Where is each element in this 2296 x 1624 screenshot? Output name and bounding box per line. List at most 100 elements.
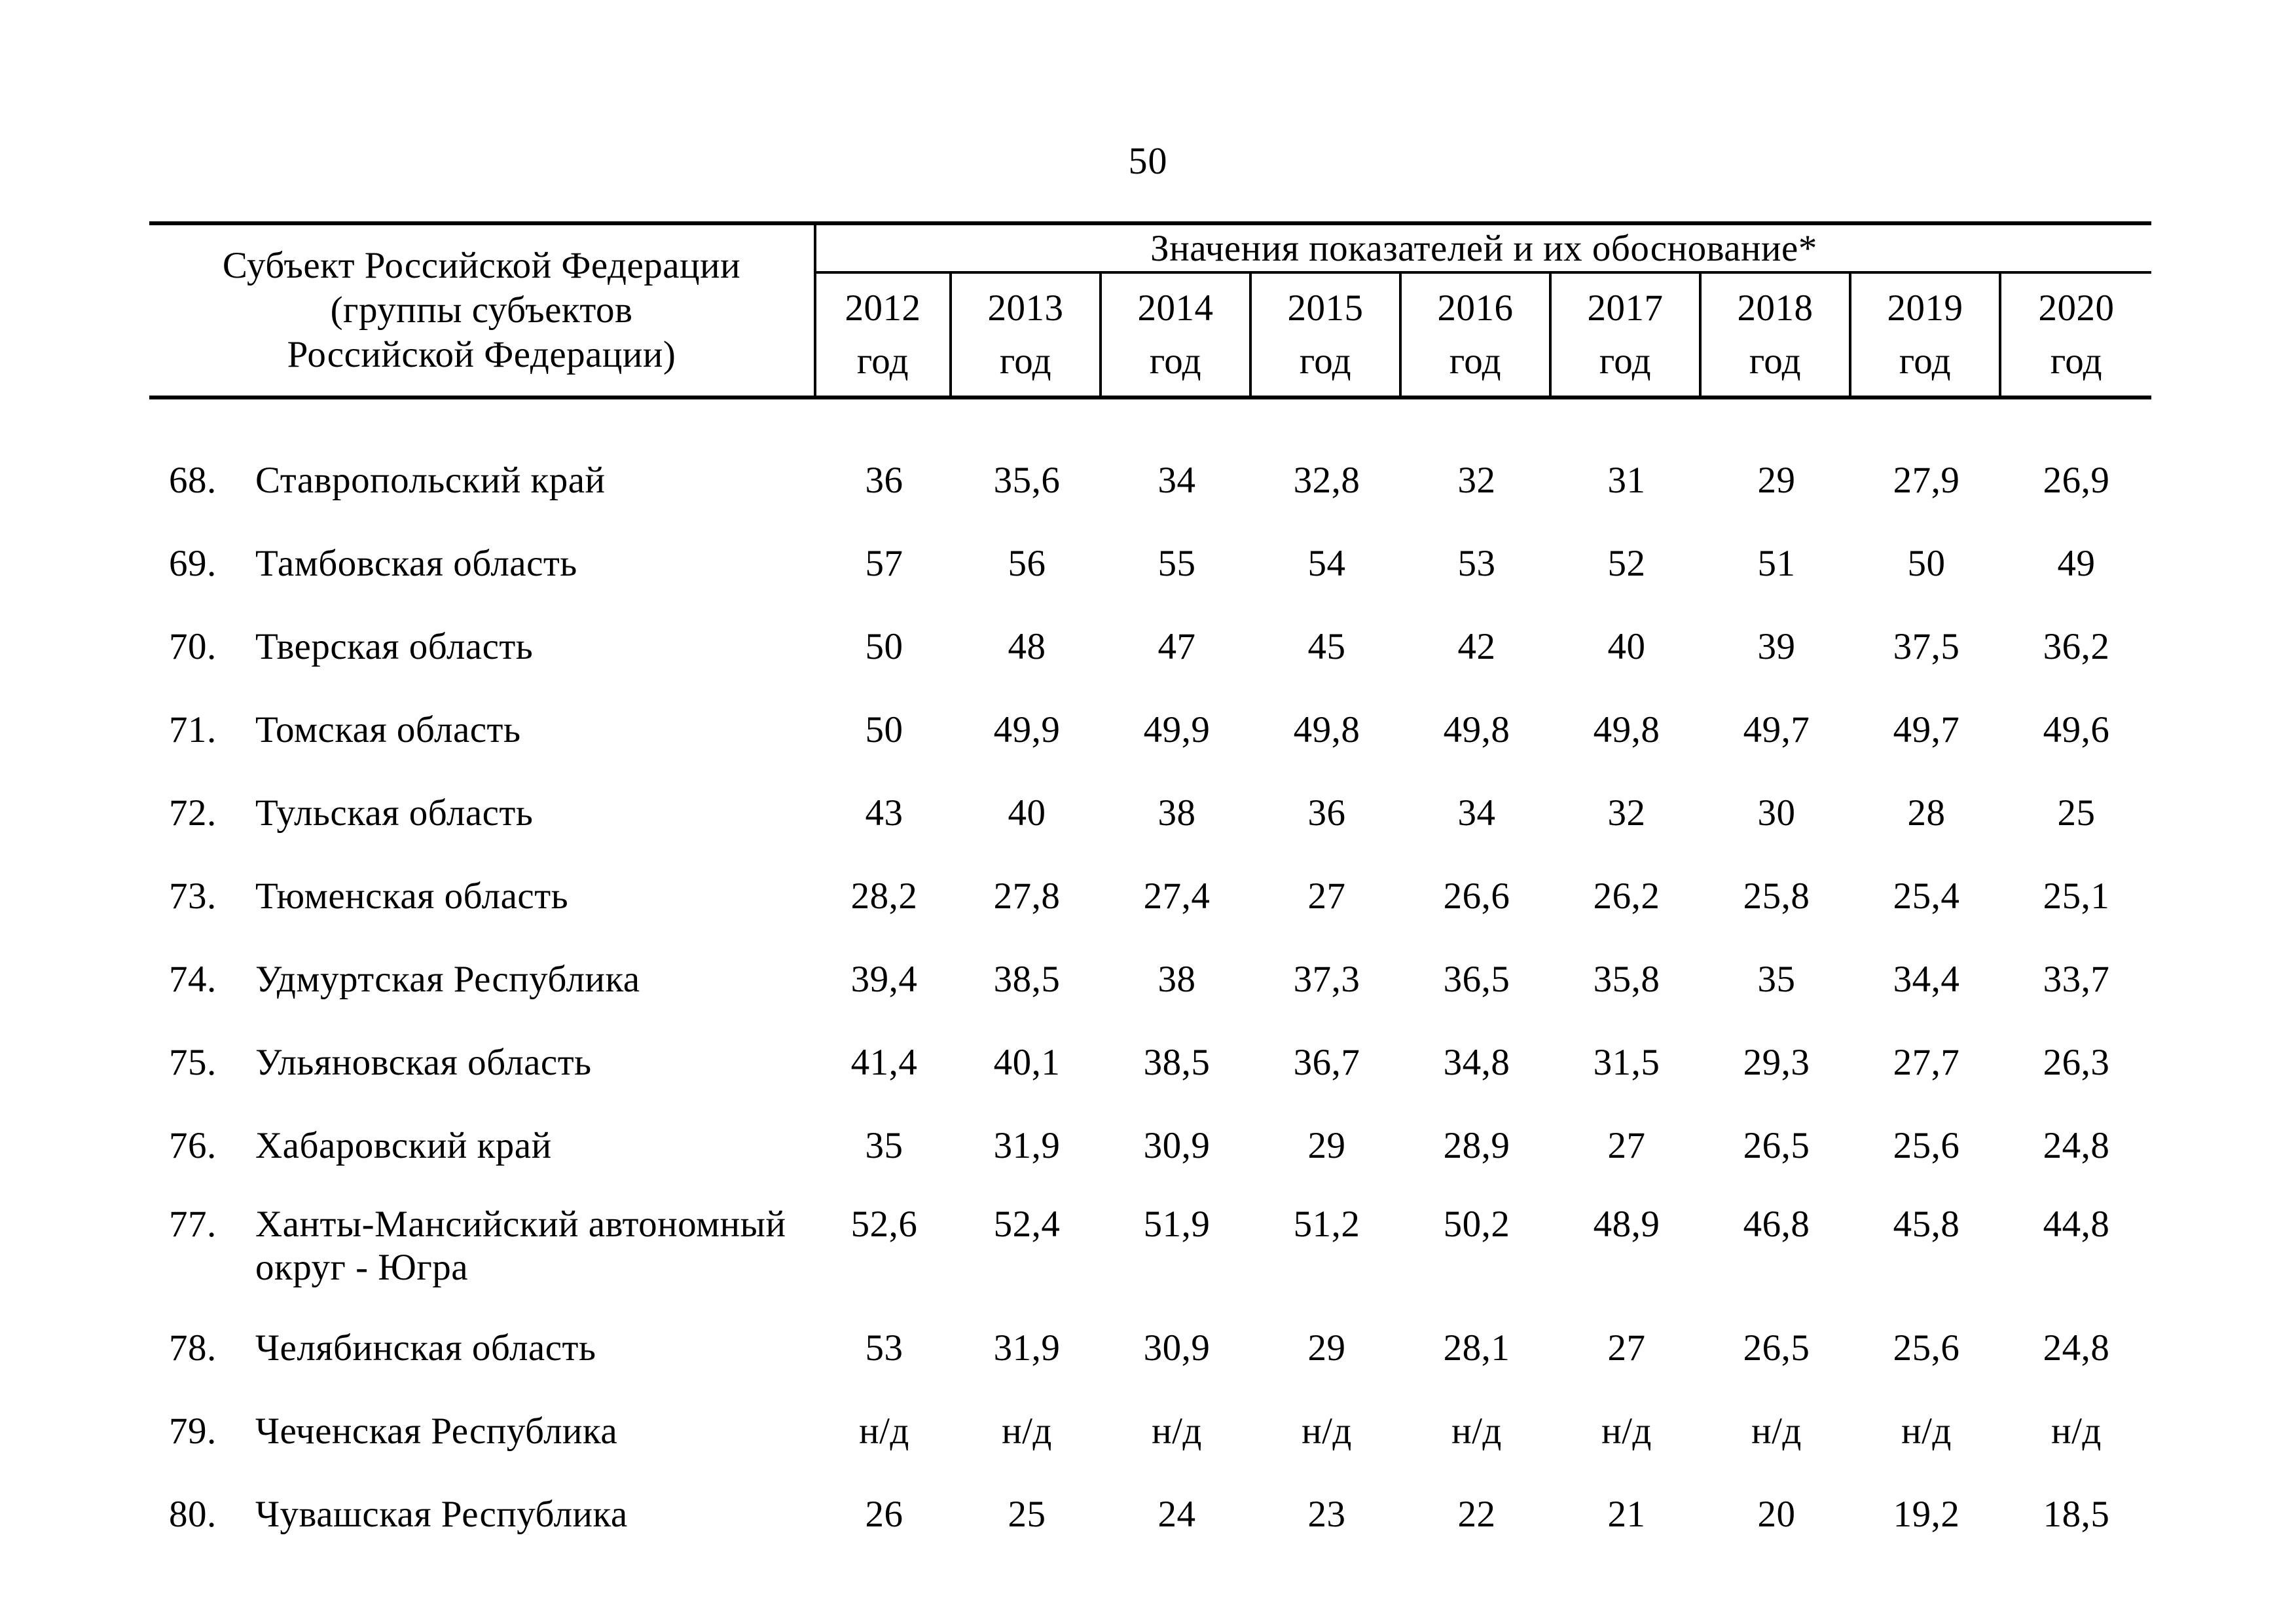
cell-value: н/д — [1751, 1411, 1802, 1452]
row-name: Ханты-Мансийский автономный округ - Югра — [255, 1204, 786, 1288]
cell-value: н/д — [1451, 1411, 1502, 1452]
cell-value: 54 — [1307, 543, 1346, 584]
year-header-cell: 2018 год — [1702, 274, 1851, 396]
cell-value: 49,8 — [1293, 709, 1360, 750]
cell-value: 49,8 — [1593, 709, 1660, 750]
cell-value: 49,8 — [1443, 709, 1510, 750]
cell-value: 50 — [865, 626, 903, 667]
cell-value: 38 — [1157, 792, 1196, 834]
row-name: Ульяновская область — [255, 1042, 592, 1083]
cell-value: 25,6 — [1893, 1125, 1960, 1166]
table-row: 70. Тверская область 50 48 47 45 42 40 39 37,5 36,… — [149, 605, 2151, 688]
table-row: 69. Тамбовская область 57 56 55 54 53 52 51 50 49 — [149, 522, 2151, 605]
subject-cell: 72. Тульская область — [149, 792, 816, 834]
cell-value: 57 — [865, 543, 903, 584]
cell-value: 31,5 — [1593, 1042, 1660, 1083]
page-number: 50 — [1128, 139, 1168, 182]
row-number: 74. — [169, 959, 217, 1000]
year-suffix: год — [1899, 341, 1952, 382]
year-header-cell: 2012 год — [816, 274, 952, 396]
cell-value: н/д — [859, 1411, 909, 1452]
row-number: 77. — [169, 1204, 217, 1245]
cell-value: 26,3 — [2043, 1042, 2110, 1083]
cell-value: 24 — [1157, 1494, 1196, 1535]
row-number: 69. — [169, 543, 217, 584]
cell-value: 29 — [1757, 460, 1796, 501]
row-name: Чувашская Республика — [255, 1494, 628, 1535]
cell-value: 34,8 — [1443, 1042, 1510, 1083]
cell-value: 49,7 — [1743, 709, 1810, 750]
cell-value: 27 — [1607, 1125, 1646, 1166]
cell-value: 49,9 — [1143, 709, 1211, 750]
subject-cell: 76. Хабаровский край — [149, 1124, 816, 1167]
cell-value: 25 — [1008, 1494, 1046, 1535]
cell-value: 25,4 — [1893, 876, 1960, 917]
cell-value: 30 — [1757, 792, 1796, 834]
cell-value: 51 — [1757, 543, 1796, 584]
cell-value: 49 — [2057, 543, 2096, 584]
cell-value: н/д — [2051, 1411, 2102, 1452]
row-name: Челябинская область — [255, 1327, 596, 1369]
cell-value: 35,8 — [1593, 959, 1660, 1000]
table-body: 68. Ставропольский край 36 35,6 34 32,8 32 31 29… — [149, 439, 2151, 1556]
subject-cell: 78. Челябинская область — [149, 1327, 816, 1369]
table-row: 79. Чеченская Республика н/д н/д н/д н/д н/д н/… — [149, 1390, 2151, 1473]
table-row: 75. Ульяновская область 41,4 40,1 38,5 36,7 34… — [149, 1021, 2151, 1104]
cell-value: 52 — [1607, 543, 1646, 584]
row-name: Удмуртская Республика — [255, 959, 640, 1000]
cell-value: 27 — [1607, 1327, 1646, 1369]
subject-cell: 77. Ханты-Мансийский автономный округ - Ю… — [149, 1203, 816, 1289]
cell-value: 53 — [865, 1327, 903, 1369]
row-number: 71. — [169, 709, 217, 750]
year-suffix: год — [1599, 341, 1652, 382]
cell-value: 24,8 — [2043, 1125, 2110, 1166]
cell-value: 28,2 — [850, 876, 918, 917]
year-header-cell: 2015 год — [1252, 274, 1402, 396]
cell-value: 27,7 — [1893, 1042, 1960, 1083]
row-name: Хабаровский край — [255, 1125, 552, 1166]
cell-value: н/д — [1152, 1411, 1202, 1452]
cell-value: н/д — [1901, 1411, 1952, 1452]
cell-value: 41,4 — [850, 1042, 918, 1083]
cell-value: 49,6 — [2043, 709, 2110, 750]
cell-value: 52,4 — [993, 1204, 1061, 1245]
cell-value: 40,1 — [993, 1042, 1061, 1083]
cell-value: 31,9 — [993, 1327, 1061, 1369]
cell-value: 50,2 — [1443, 1204, 1510, 1245]
row-name: Тульская область — [255, 792, 534, 834]
cell-value: 26,5 — [1743, 1125, 1810, 1166]
cell-value: 55 — [1157, 543, 1196, 584]
table-row: 78. Челябинская область 53 31,9 30,9 29 28,1 27… — [149, 1306, 2151, 1390]
row-name: Чеченская Республика — [255, 1411, 618, 1452]
subject-cell: 68. Ставропольский край — [149, 459, 816, 502]
year-header-cell: 2013 год — [952, 274, 1102, 396]
cell-value: н/д — [1601, 1411, 1652, 1452]
year-suffix: год — [2050, 341, 2103, 382]
cell-value: 44,8 — [2043, 1204, 2110, 1245]
year-suffix: год — [1449, 341, 1502, 382]
row-name: Ставропольский край — [255, 460, 606, 501]
subject-cell: 71. Томская область — [149, 709, 816, 751]
cell-value: 27 — [1307, 876, 1346, 917]
table-row: 72. Тульская область 43 40 38 36 34 32 30 28 25 — [149, 771, 2151, 855]
cell-value: 29 — [1307, 1125, 1346, 1166]
year-label: 2012 — [845, 287, 921, 329]
cell-value: 49,9 — [993, 709, 1061, 750]
year-suffix: год — [1299, 341, 1352, 382]
cell-value: 28,1 — [1443, 1327, 1510, 1369]
year-suffix: год — [1749, 341, 1802, 382]
cell-value: 31,9 — [993, 1125, 1061, 1166]
year-header-cell: 2014 год — [1102, 274, 1252, 396]
cell-value: 29,3 — [1743, 1042, 1810, 1083]
cell-value: 34 — [1157, 460, 1196, 501]
cell-value: 25,1 — [2043, 876, 2110, 917]
cell-value: 18,5 — [2043, 1494, 2110, 1535]
cell-value: 56 — [1008, 543, 1046, 584]
year-header-cell: 2020 год — [2001, 274, 2151, 396]
year-suffix: год — [999, 341, 1052, 382]
row-number: 75. — [169, 1042, 217, 1083]
values-column-group-header: Значения показателей и их обоснование* — [816, 225, 2151, 274]
cell-value: 43 — [865, 792, 903, 834]
subject-cell: 79. Чеченская Республика — [149, 1410, 816, 1452]
year-label: 2015 — [1287, 287, 1364, 329]
